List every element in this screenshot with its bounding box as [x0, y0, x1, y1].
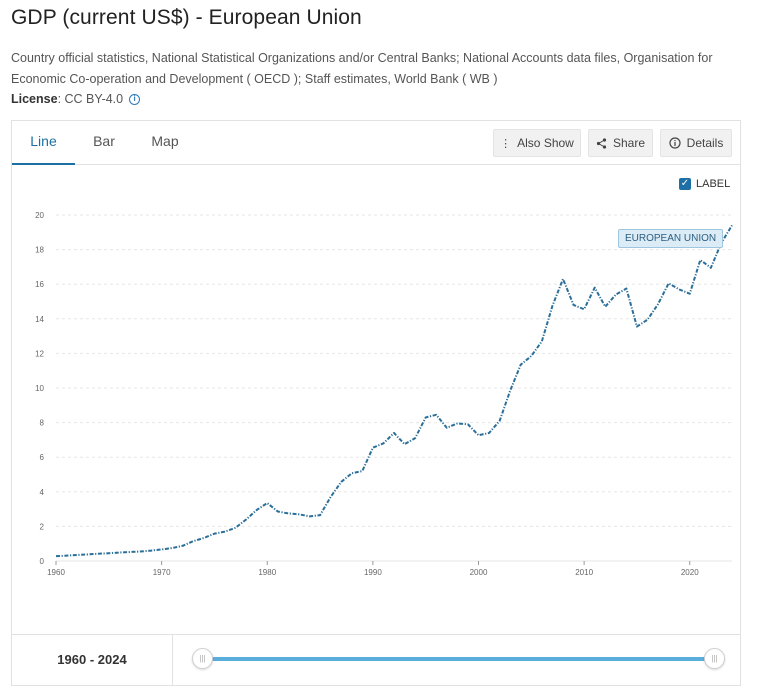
chart-panel: Line Bar Map ⋮ Also Show Share Details ✓…: [11, 120, 741, 686]
y-tick-label: 4: [40, 488, 45, 497]
page-title: GDP (current US$) - European Union: [11, 6, 362, 29]
info-icon[interactable]: i: [129, 93, 141, 105]
y-tick-label: 20: [35, 211, 44, 220]
license-label: License: [11, 92, 58, 106]
kebab-menu-icon: ⋮: [500, 137, 512, 150]
also-show-button[interactable]: ⋮ Also Show: [493, 129, 581, 157]
also-show-label: Also Show: [517, 136, 574, 150]
x-tick-label: 1970: [153, 568, 171, 577]
range-start-handle[interactable]: |||: [192, 648, 213, 669]
label-toggle-text: LABEL: [696, 178, 731, 190]
x-tick-label: 2000: [470, 568, 488, 577]
tab-map[interactable]: Map: [151, 133, 179, 149]
series-line-european-union: [55, 224, 733, 558]
label-checkbox[interactable]: ✓: [679, 178, 691, 190]
data-sources: Country official statistics, National St…: [11, 51, 713, 86]
year-range: 1960 - 2024: [12, 635, 173, 685]
y-tick-label: 6: [40, 453, 45, 462]
y-tick-label: 16: [35, 280, 44, 289]
share-label: Share: [612, 136, 646, 150]
share-button[interactable]: Share: [588, 129, 653, 157]
y-tick-label: 14: [35, 315, 44, 324]
x-tick-label: 1960: [47, 568, 65, 577]
license-info: License : CC BY-4.0 i: [11, 92, 141, 106]
x-tick-label: 1980: [258, 568, 276, 577]
details-button[interactable]: Details: [660, 129, 732, 157]
details-label: Details: [686, 136, 724, 150]
y-tick-label: 0: [40, 557, 45, 566]
tab-line[interactable]: Line: [12, 121, 75, 165]
info-circle-icon: [669, 137, 681, 149]
y-tick-label: 8: [40, 419, 45, 428]
tab-bar[interactable]: Bar: [93, 133, 115, 149]
label-toggle[interactable]: ✓ LABEL: [679, 178, 730, 190]
line-chart: 0 2 4 6 8 10 12 14 16 18 20 1960 1970 1980 1990 2000 201…: [35, 211, 733, 577]
x-tick-label: 2010: [575, 568, 593, 577]
y-tick-label: 10: [35, 384, 44, 393]
license-value: : CC BY-4.0: [57, 92, 124, 106]
time-range-footer: 1960 - 2024 ||| |||: [12, 634, 740, 685]
x-tick-label: 1990: [364, 568, 382, 577]
range-end-handle[interactable]: |||: [704, 648, 725, 669]
y-tick-label: 18: [35, 246, 44, 255]
view-tabs: Line Bar Map ⋮ Also Show Share Details: [12, 121, 740, 165]
y-tick-label: 12: [35, 349, 44, 358]
range-slider-track[interactable]: [203, 657, 715, 661]
x-tick-label: 2020: [681, 568, 699, 577]
series-label: EUROPEAN UNION: [618, 229, 724, 248]
share-icon: [596, 137, 607, 149]
y-tick-label: 2: [40, 522, 45, 531]
